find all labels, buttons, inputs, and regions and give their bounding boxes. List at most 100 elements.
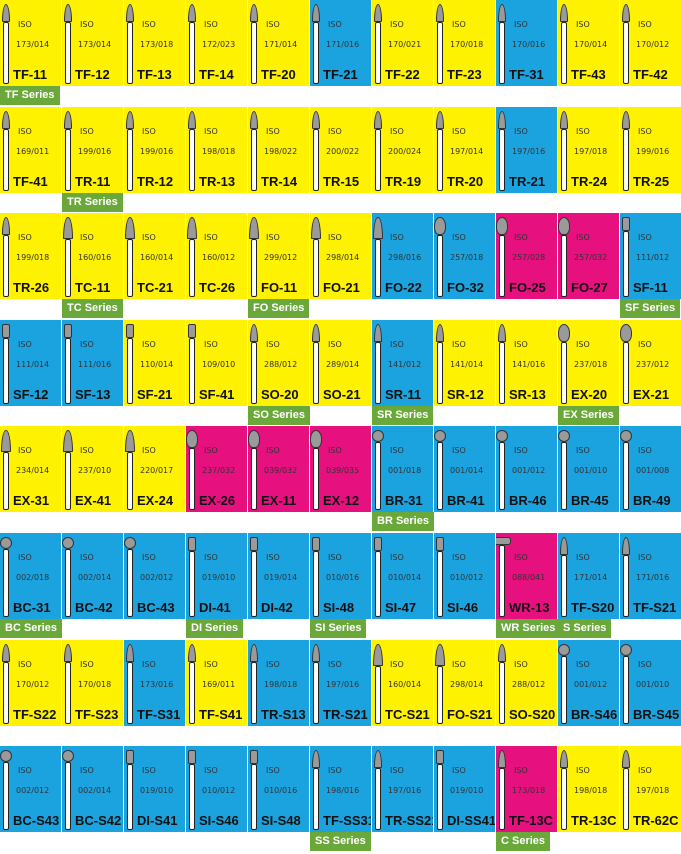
iso-label: ISO: [514, 233, 528, 242]
bur-head-icon: [374, 537, 382, 551]
bur-cell-fo-s21: ISO 298/014 FO-S21: [434, 640, 496, 726]
iso-label: ISO: [390, 127, 404, 136]
bur-code: TR-19: [385, 174, 422, 189]
iso-label: ISO: [328, 660, 342, 669]
bur-cell-tf-s23: ISO 170/018 TF-S23: [62, 640, 124, 726]
bur-shank-icon: [313, 129, 319, 191]
iso-size: 198/016: [326, 786, 360, 795]
bur-cell-tf-42: ISO 170/012 TF-42: [620, 0, 681, 86]
bur-code: TF-13: [137, 67, 172, 82]
iso-label: ISO: [452, 340, 466, 349]
iso-label: ISO: [638, 446, 652, 455]
bur-cell-tf-31: ISO 170/016 TF-31: [496, 0, 558, 86]
bur-code: DI-42: [261, 600, 293, 615]
bur-head-icon: [0, 537, 12, 549]
bur-head-icon: [622, 111, 630, 129]
bur-cell-tr-26: ISO 199/018 TR-26: [0, 213, 62, 299]
bur-head-icon: [560, 4, 568, 22]
bur-code: BR-31: [385, 493, 423, 508]
bur-head-icon: [622, 750, 630, 768]
iso-size: 160/014: [388, 680, 422, 689]
bur-cell-tr-s13: ISO 198/018 TR-S13: [248, 640, 310, 726]
bur-cell-fo-32: ISO 257/018 FO-32: [434, 213, 496, 299]
iso-size: 200/024: [388, 147, 422, 156]
bur-shank-icon: [127, 129, 133, 191]
bur-cell-br-49: ISO 001/008 BR-49: [620, 426, 681, 512]
bur-code: BR-S46: [571, 707, 618, 722]
bur-code: TF-43: [571, 67, 606, 82]
iso-size: 197/016: [388, 786, 422, 795]
bur-head-icon: [560, 111, 568, 129]
bur-head-icon: [622, 4, 630, 22]
iso-size: 088/041: [512, 573, 546, 582]
bur-cell-sf-13: ISO 111/016 SF-13: [62, 320, 124, 406]
bur-code: TF-23: [447, 67, 482, 82]
bur-cell-ex-24: ISO 220/017 EX-24: [124, 426, 186, 512]
bur-shank-icon: [437, 442, 443, 510]
iso-size: 288/012: [512, 680, 546, 689]
iso-size: 170/021: [388, 40, 422, 49]
iso-size: 173/014: [16, 40, 50, 49]
iso-size: 173/018: [512, 786, 546, 795]
series-label: SI Series: [310, 619, 367, 638]
bur-head-icon: [188, 644, 196, 662]
series-label: SS Series: [310, 832, 371, 851]
bur-cell-sf-21: ISO 110/014 SF-21: [124, 320, 186, 406]
series-label: BR Series: [372, 512, 434, 531]
iso-label: ISO: [514, 553, 528, 562]
bur-shank-icon: [437, 666, 443, 724]
iso-size: 199/018: [16, 253, 50, 262]
bur-head-icon: [310, 430, 322, 448]
iso-label: ISO: [576, 446, 590, 455]
bur-cell-br-s45: ISO 001/010 BR-S45: [620, 640, 681, 726]
iso-size: 001/010: [574, 466, 608, 475]
bur-shank-icon: [623, 231, 629, 297]
iso-label: ISO: [390, 553, 404, 562]
bur-shank-icon: [313, 662, 319, 724]
bur-shank-icon: [375, 551, 381, 617]
iso-size: 237/018: [574, 360, 608, 369]
iso-size: 169/011: [202, 680, 236, 689]
bur-head-icon: [558, 324, 570, 342]
bur-head-icon: [311, 217, 321, 239]
bur-head-icon: [126, 644, 134, 662]
iso-label: ISO: [328, 340, 342, 349]
iso-size: 002/014: [78, 786, 112, 795]
iso-size: 019/014: [264, 573, 298, 582]
bur-head-icon: [188, 4, 196, 22]
bur-shank-icon: [189, 764, 195, 830]
bur-code: FO-22: [385, 280, 422, 295]
bur-cell-tr-25: ISO 199/016 TR-25: [620, 107, 681, 193]
iso-label: ISO: [204, 340, 218, 349]
bur-code: FO-27: [571, 280, 608, 295]
iso-label: ISO: [390, 20, 404, 29]
bur-code: TR-15: [323, 174, 360, 189]
bur-shank-icon: [251, 239, 257, 297]
iso-label: ISO: [142, 553, 156, 562]
iso-label: ISO: [204, 233, 218, 242]
bur-code: TF-S41: [199, 707, 243, 722]
iso-label: ISO: [638, 553, 652, 562]
iso-label: ISO: [514, 340, 528, 349]
iso-size: 002/018: [16, 573, 50, 582]
bur-cell-bc-43: ISO 002/012 BC-43: [124, 533, 186, 619]
iso-size: 299/012: [264, 253, 298, 262]
iso-label: ISO: [142, 340, 156, 349]
bur-head-icon: [498, 324, 506, 342]
iso-size: 001/012: [512, 466, 546, 475]
bur-head-icon: [496, 430, 508, 442]
bur-shank-icon: [3, 129, 9, 191]
iso-size: 197/016: [512, 147, 546, 156]
bur-shank-icon: [437, 129, 443, 191]
iso-size: 197/018: [574, 147, 608, 156]
iso-label: ISO: [80, 233, 94, 242]
iso-size: 198/018: [574, 786, 608, 795]
bur-code: SI-48: [323, 600, 355, 615]
iso-size: 109/010: [202, 360, 236, 369]
bur-cell-tr-19: ISO 200/024 TR-19: [372, 107, 434, 193]
bur-code: TR-13C: [571, 813, 617, 828]
bur-cell-tf-s20: ISO 171/014 TF-S20: [558, 533, 620, 619]
iso-size: 171/014: [264, 40, 298, 49]
bur-code: TF-S23: [75, 707, 119, 722]
iso-label: ISO: [390, 766, 404, 775]
